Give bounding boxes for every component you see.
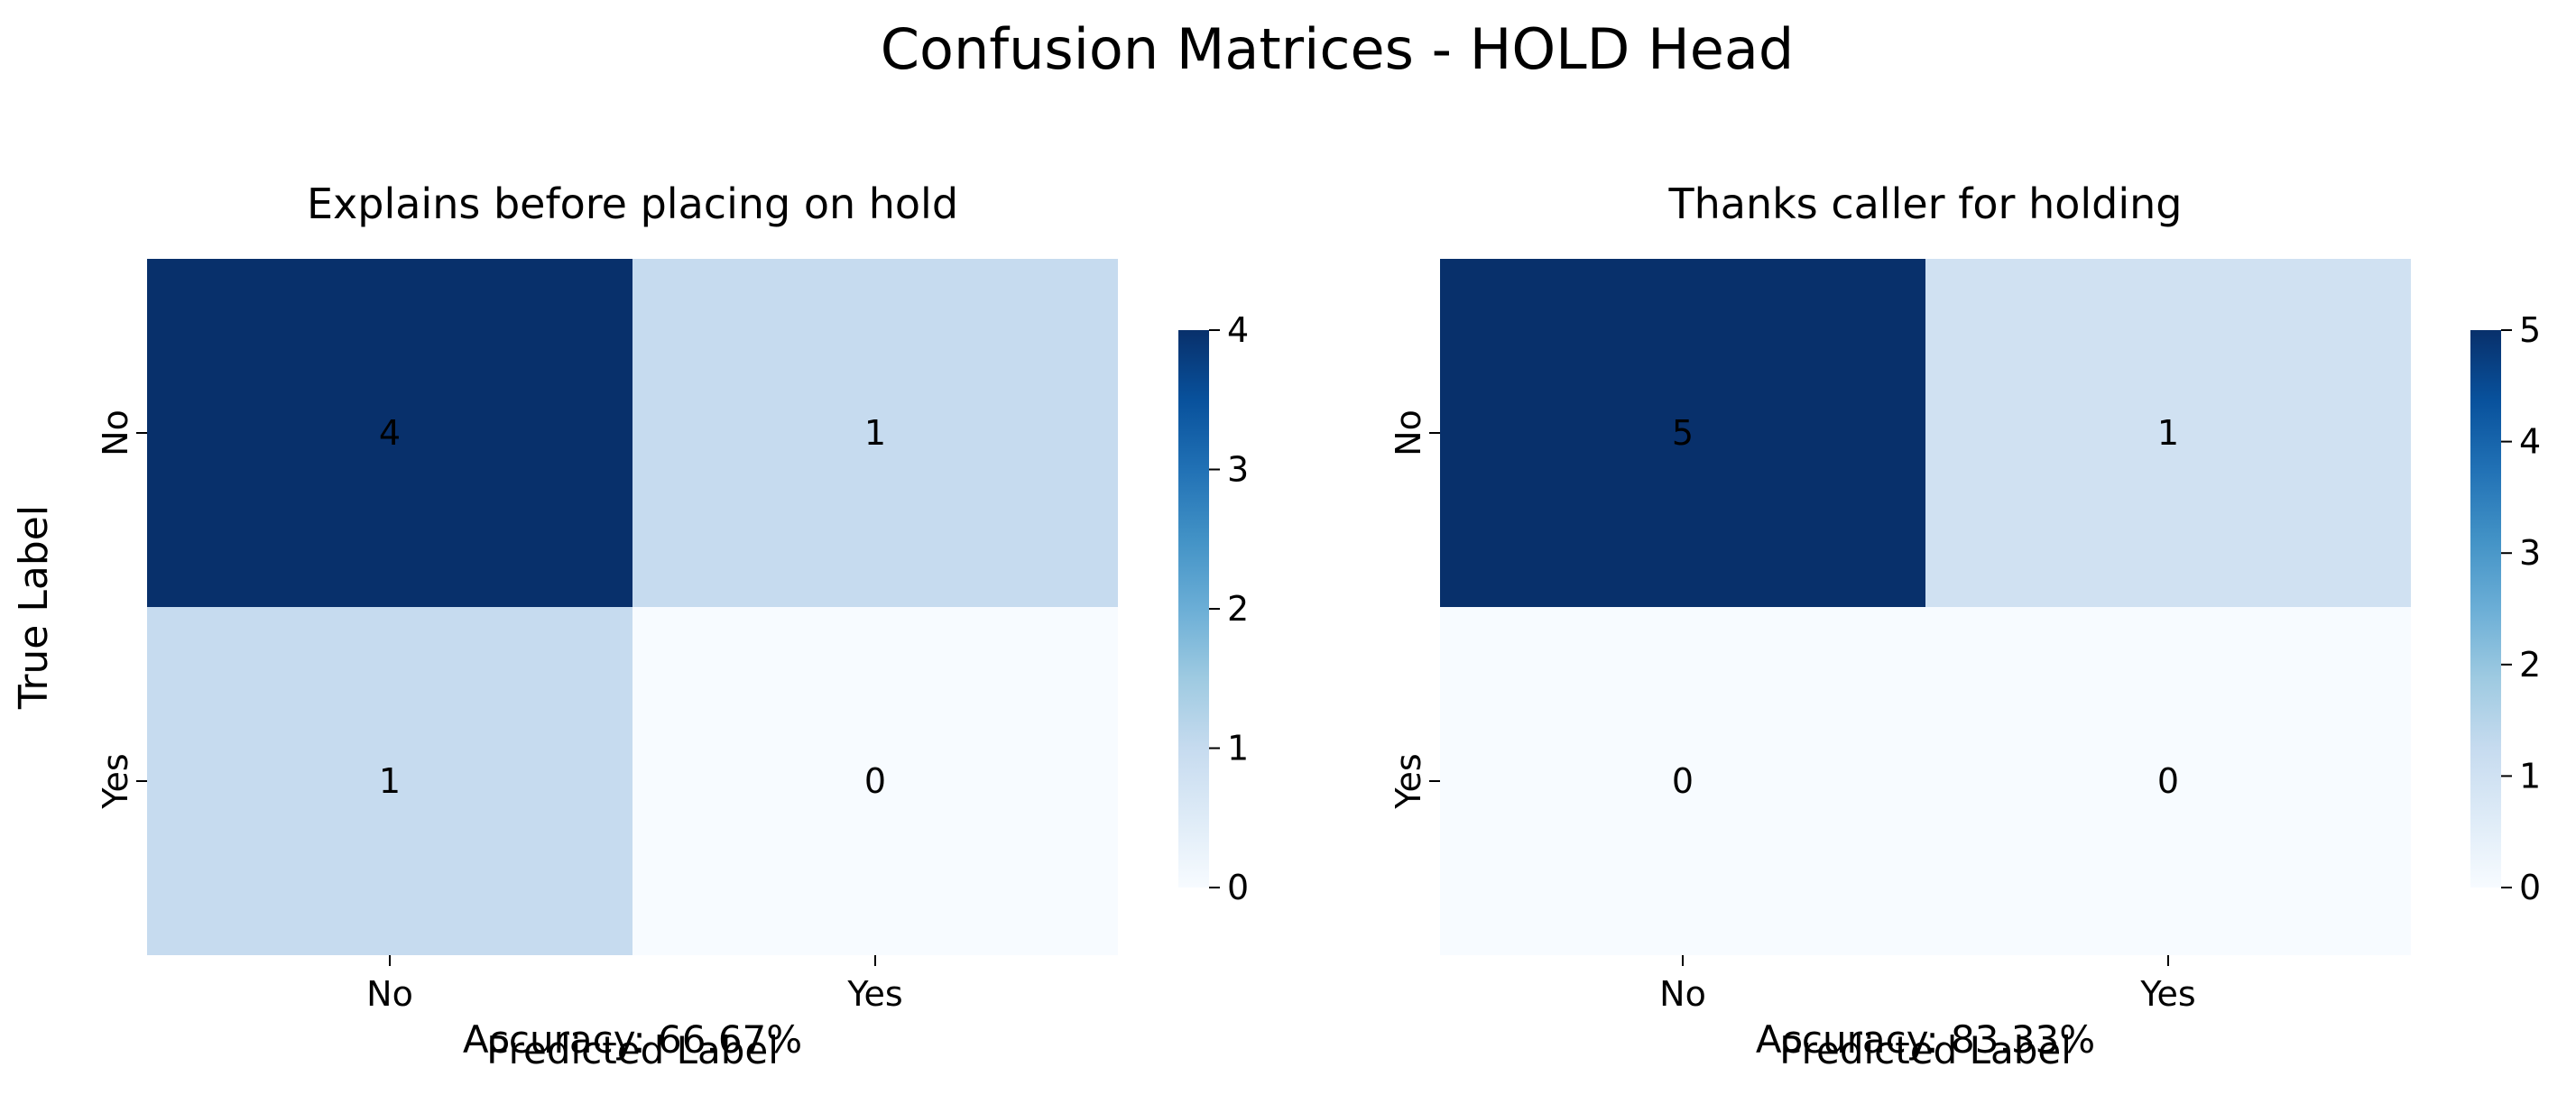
x-tick-label: No [1659,974,1706,1014]
colorbar-tick-label: 4 [1227,310,1249,350]
subplot-title: Thanks caller for holding [1668,179,2183,228]
y-axis-label: True Label [11,505,57,710]
x-tick-label: Yes [2139,974,2195,1014]
x-tick-label: Yes [846,974,902,1014]
colorbar [2470,330,2501,888]
heatmap-panel-1: Explains before placing on hold 4 1 1 0 No Yes… [11,179,1249,1072]
heatmap-cell [1440,607,1925,955]
heatmap-cell [632,259,1118,607]
colorbar [1178,330,1209,888]
cell-value-label: 5 [1672,413,1694,453]
x-tick-label: No [366,974,413,1014]
cell-value-label: 0 [1672,761,1694,801]
x-axis-label: Predicted Label [1779,1028,2072,1072]
colorbar-tick-label: 3 [2519,533,2541,573]
colorbar-tick-label: 0 [2519,868,2541,907]
colorbar-tick-label: 1 [2519,756,2541,796]
accuracy-text: Accuracy: 83.33% [1756,1017,2095,1062]
colorbar-tick-label: 4 [2519,422,2541,462]
heatmap-cell [1440,259,1925,607]
cell-value-label: 1 [379,761,401,801]
colorbar-tick-label: 2 [1227,589,1249,629]
heatmap-cell [1925,607,2411,955]
colorbar-tick-label: 2 [2519,645,2541,685]
heatmap-cell [147,607,632,955]
colorbar-tick-label: 1 [1227,729,1249,768]
heatmap-cell [1925,259,2411,607]
x-axis-label: Predicted Label [486,1028,779,1072]
colorbar-tick-label: 3 [1227,450,1249,490]
colorbar-tick-label: 0 [1227,868,1249,907]
heatmap-cell [147,259,632,607]
cell-value-label: 0 [864,761,886,801]
accuracy-text: Accuracy: 66.67% [463,1017,802,1062]
y-tick-label: Yes [96,753,135,809]
y-tick-label: No [96,409,135,456]
heatmap-panel-2: Thanks caller for holding 5 1 0 0 No Yes No Yes P… [1389,179,2541,1072]
heatmap-cell [632,607,1118,955]
colorbar-tick-label: 5 [2519,310,2541,350]
y-tick-label: Yes [1389,753,1428,809]
cell-value-label: 1 [2157,413,2179,453]
subplot-title: Explains before placing on hold [307,179,958,228]
cell-value-label: 4 [379,413,401,453]
cell-value-label: 0 [2157,761,2179,801]
figure-title: Confusion Matrices - HOLD Head [881,16,1794,82]
y-tick-label: No [1389,409,1428,456]
cell-value-label: 1 [864,413,886,453]
